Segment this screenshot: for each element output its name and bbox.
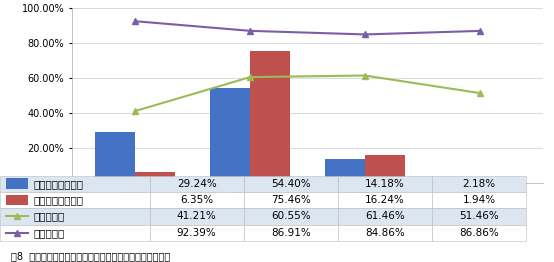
Bar xyxy=(210,88,250,183)
Text: 综合出考率: 综合出考率 xyxy=(33,228,64,238)
Bar xyxy=(6,178,28,189)
Text: 1.94%: 1.94% xyxy=(463,195,496,205)
Bar xyxy=(439,179,480,183)
Text: 2.18%: 2.18% xyxy=(463,179,496,189)
Text: 60.55%: 60.55% xyxy=(271,211,311,221)
Text: 86.91%: 86.91% xyxy=(271,228,311,238)
Bar xyxy=(325,159,365,183)
Text: 16.24%: 16.24% xyxy=(365,195,405,205)
Text: 专业出考率: 专业出考率 xyxy=(33,211,64,221)
Text: 86.86%: 86.86% xyxy=(459,228,499,238)
Bar xyxy=(480,180,520,183)
Text: 41.21%: 41.21% xyxy=(177,211,217,221)
Bar xyxy=(95,132,135,183)
Text: 51.46%: 51.46% xyxy=(459,211,499,221)
Text: 综合报名人数占比: 综合报名人数占比 xyxy=(33,195,83,205)
Bar xyxy=(250,51,290,183)
Text: 61.46%: 61.46% xyxy=(365,211,405,221)
Text: 84.86%: 84.86% xyxy=(365,228,405,238)
Text: 图8  不同年龄考生两个阶段考试报名人数占比、出考率情况: 图8 不同年龄考生两个阶段考试报名人数占比、出考率情况 xyxy=(11,251,170,261)
Text: 29.24%: 29.24% xyxy=(177,179,217,189)
Text: 专业报名人数占比: 专业报名人数占比 xyxy=(33,179,83,189)
Text: 92.39%: 92.39% xyxy=(177,228,217,238)
Text: 54.40%: 54.40% xyxy=(271,179,311,189)
Text: 75.46%: 75.46% xyxy=(271,195,311,205)
Bar xyxy=(365,155,405,183)
Bar xyxy=(135,172,176,183)
Text: 6.35%: 6.35% xyxy=(180,195,213,205)
Text: 14.18%: 14.18% xyxy=(365,179,405,189)
Bar xyxy=(6,195,28,205)
